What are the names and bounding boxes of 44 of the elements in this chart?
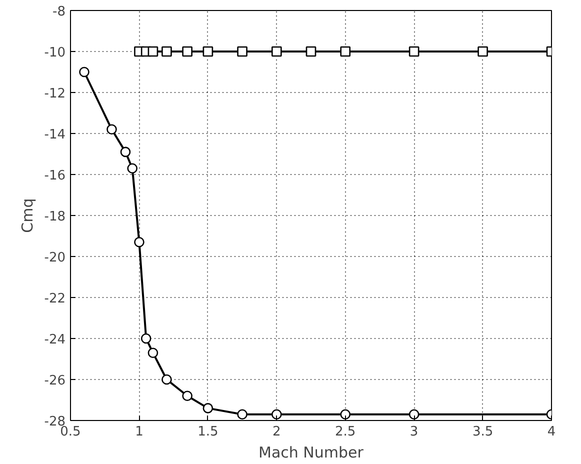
y-tick-label: -22 [44,292,66,306]
y-tick-label: -24 [44,332,66,348]
x-tick-label: 1 [135,424,144,440]
point [134,237,144,248]
x-tick-label: 0.5 [60,424,81,440]
point [106,124,117,135]
y-tick-label: -14 [44,128,66,142]
y-tick-label: -26 [44,374,66,388]
point [162,374,172,385]
y-tick-label: -8 [52,4,66,20]
point [182,390,192,402]
point [271,46,282,57]
point [79,66,90,78]
y-axis-title: Cmq [18,198,36,233]
point [408,409,420,420]
point [127,163,138,174]
point [148,348,158,358]
y-tick-label: -20 [44,250,66,266]
point [237,46,248,57]
point [237,409,248,420]
point [306,46,316,57]
x-tick-label: 2 [272,424,281,440]
point [162,46,172,57]
y-tick-label: -10 [44,46,66,60]
point [408,46,420,57]
point [271,409,282,420]
point [478,46,488,57]
point [182,46,192,57]
y-tick-label: -16 [44,168,66,184]
point [120,146,131,158]
point [202,46,214,57]
y-tick-label: -18 [44,210,66,224]
point [148,46,158,57]
y-tick-label: -12 [44,86,66,102]
x-tick-label: 3.5 [472,424,494,440]
x-tick-label: 3 [410,424,418,440]
x-axis-title: Mach Number [258,444,364,462]
point [140,333,152,344]
x-tick-label: 1.5 [198,424,218,440]
point [340,409,351,420]
x-tick-label: 2.5 [335,424,356,440]
x-tick-label: 4 [547,424,556,440]
point [202,403,214,414]
point [340,46,351,57]
